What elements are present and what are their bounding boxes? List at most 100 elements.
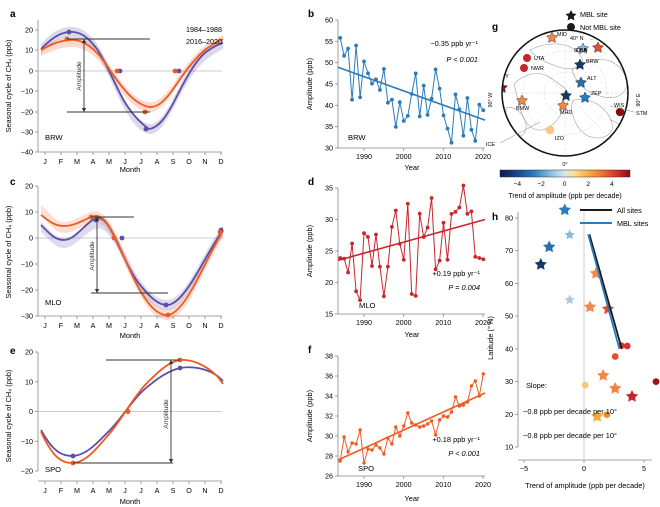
svg-text:J: J — [139, 157, 143, 166]
svg-text:O: O — [186, 321, 192, 330]
legend-item-2016-2020: 2016–2020 — [186, 37, 222, 46]
svg-text:20: 20 — [505, 410, 513, 419]
svg-text:M: M — [74, 321, 80, 330]
svg-text:−20: −20 — [21, 467, 33, 476]
panel-e-xticks: J F M A M J J A S O N D — [43, 481, 224, 495]
panel-a-letter: a — [10, 9, 16, 20]
panel-g-site-markers — [502, 30, 628, 135]
panel-a: a 20 10 0 −10 −20 −30 −40 Seasonal cycle… — [0, 0, 230, 174]
svg-text:J: J — [139, 486, 143, 495]
panel-d: d 35 30 25 20 15 Amplitude (ppb) 1990 20… — [300, 168, 491, 340]
svg-text:MLO: MLO — [531, 24, 543, 30]
panel-e-amplitude-annotation: Amplitude — [73, 359, 180, 464]
panel-b-xlabel: Year — [405, 163, 420, 172]
panel-b-letter: b — [308, 9, 314, 20]
not-mbl-site-circle-icon — [567, 23, 575, 31]
svg-text:WIS: WIS — [614, 103, 625, 109]
panel-f-yticks: 38 36 34 32 30 28 26 — [325, 352, 338, 481]
panel-e-curves — [40, 357, 224, 466]
svg-text:40: 40 — [505, 344, 513, 353]
legend-all-sites-label: All sites — [617, 206, 642, 215]
panel-f-trend-label: +0.18 ppb yr⁻¹ — [432, 435, 480, 444]
panel-d-xlabel: Year — [405, 330, 420, 339]
svg-text:−10: −10 — [21, 260, 33, 269]
svg-text:A: A — [155, 157, 160, 166]
svg-text:15: 15 — [325, 310, 333, 319]
svg-text:IZO: IZO — [555, 136, 564, 142]
panel-d-trend-label: +0.19 ppb yr⁻¹ — [432, 269, 480, 278]
panel-c-chart: c 20 10 0 −10 −20 −30 Seasonal cycle of … — [4, 177, 224, 340]
panel-f-xlabel: Year — [405, 494, 420, 503]
panel-h-slope-all: −0.8 ppb per decade per 10° — [523, 407, 617, 416]
panel-h-fit-lines — [587, 234, 623, 350]
svg-text:60: 60 — [325, 16, 333, 25]
svg-text:N: N — [202, 486, 207, 495]
svg-text:F: F — [59, 157, 64, 166]
panel-h-legend: All sites MBL sites — [580, 206, 649, 228]
svg-text:NWR: NWR — [531, 66, 544, 72]
svg-text:26: 26 — [325, 472, 333, 481]
legend-mbl-site-label: MBL site — [580, 10, 608, 19]
svg-text:BMW: BMW — [516, 106, 530, 112]
svg-text:N: N — [202, 157, 207, 166]
panel-e-letter: e — [10, 346, 16, 357]
svg-text:2010: 2010 — [435, 152, 451, 161]
panel-c-yticks: 20 10 0 −10 −20 −30 — [21, 182, 38, 321]
svg-text:−20: −20 — [21, 286, 33, 295]
panel-g-globe-outline — [501, 29, 629, 157]
panel-h-yticks: 80 70 60 50 40 30 20 10 — [505, 214, 518, 452]
panel-a-xticks: J F M A M J J A S O N D — [43, 152, 224, 166]
svg-text:M: M — [106, 486, 112, 495]
panel-a-amplitude-annotation: Amplitude — [67, 38, 150, 113]
panel-h-letter: h — [492, 212, 498, 223]
svg-text:2010: 2010 — [435, 480, 451, 489]
svg-text:−5: −5 — [520, 464, 528, 473]
svg-text:A: A — [91, 321, 96, 330]
panel-f-letter: f — [308, 345, 312, 356]
panel-f-site-label: SPO — [358, 464, 374, 473]
panel-a-ylabel: Seasonal cycle of CH₄ (ppb) — [4, 40, 13, 133]
legend-not-mbl-site-label: Not MBL site — [580, 23, 621, 32]
panel-g-outer-labels: 0° 90° W 90° E ICE STM — [486, 92, 648, 168]
svg-text:2: 2 — [586, 181, 590, 188]
panel-g-legend: MBL site Not MBL site — [565, 10, 621, 32]
svg-text:25: 25 — [325, 247, 333, 256]
svg-text:J: J — [139, 321, 143, 330]
svg-text:20: 20 — [25, 26, 33, 35]
legend-mbl-sites-label: MBL sites — [617, 219, 649, 228]
panel-e-yticks: 20 10 0 −10 −20 — [21, 348, 38, 476]
panel-c: c 20 10 0 −10 −20 −30 Seasonal cycle of … — [0, 168, 230, 340]
panel-f-series — [337, 372, 486, 465]
panel-e-xlabel: Month — [120, 497, 141, 506]
panel-d-series — [337, 183, 486, 302]
svg-text:UTA: UTA — [534, 56, 545, 62]
svg-text:90° E: 90° E — [636, 93, 642, 107]
svg-text:2020: 2020 — [475, 480, 491, 489]
svg-text:N: N — [202, 321, 207, 330]
panel-b-series — [337, 36, 486, 145]
svg-text:S: S — [171, 486, 176, 495]
panel-a-site-label: BRW — [45, 133, 63, 142]
svg-text:30: 30 — [325, 215, 333, 224]
panel-f-xticks: 1990 2000 2010 2020 — [356, 476, 491, 489]
panel-c-amplitude-label: Amplitude — [89, 241, 96, 271]
svg-text:S: S — [171, 157, 176, 166]
panel-f-trendline — [337, 392, 486, 461]
svg-text:10: 10 — [25, 46, 33, 55]
panel-g-colorbar: −4 −2 0 2 4 — [499, 169, 631, 188]
svg-text:0: 0 — [582, 464, 586, 473]
panel-d-ylabel: Amplitude (ppb) — [305, 225, 314, 277]
panel-b-chart: b 60 55 50 45 40 35 30 Amplitude (ppb) 1… — [305, 9, 491, 172]
panel-h-slope-mbl: −0.8 ppb per decade per 10° — [523, 431, 617, 440]
legend-item-1984-1988: 1984–1988 — [186, 25, 222, 34]
svg-text:60: 60 — [505, 279, 513, 288]
svg-text:28: 28 — [325, 452, 333, 461]
panel-b-yticks: 60 55 50 45 40 35 30 — [325, 16, 338, 153]
panel-d-xticks: 1990 2000 2010 2020 — [356, 314, 491, 327]
svg-text:50: 50 — [505, 312, 513, 321]
svg-text:30: 30 — [325, 144, 333, 153]
svg-text:M: M — [106, 321, 112, 330]
panel-a-chart: a 20 10 0 −10 −20 −30 −40 Seasonal cycle… — [4, 9, 224, 174]
svg-text:38: 38 — [325, 352, 333, 361]
panel-a-curves — [40, 26, 224, 135]
